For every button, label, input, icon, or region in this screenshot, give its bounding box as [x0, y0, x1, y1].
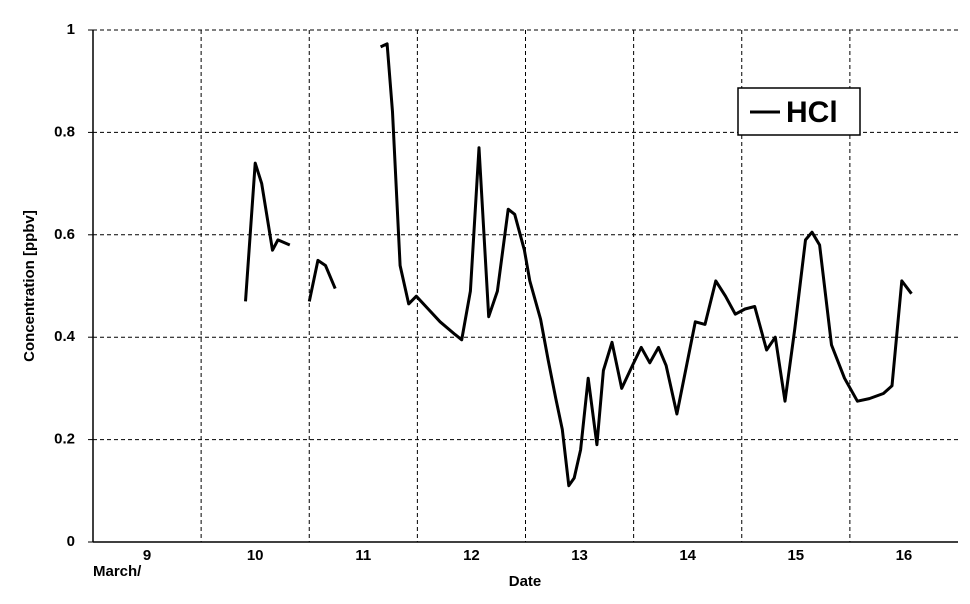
data-line: [244, 42, 913, 488]
legend-label: HCl: [786, 96, 838, 129]
y-tick-label: 1: [67, 21, 75, 38]
x-tick-label: 16: [896, 547, 913, 564]
x-tick-label: 15: [787, 547, 804, 564]
x-tick-label: 14: [679, 547, 696, 564]
y-tick-label: 0.2: [54, 431, 75, 448]
x-tick-label: 10: [247, 547, 264, 564]
x-axis-note: March/: [93, 563, 142, 580]
y-tick-label: 0.6: [54, 226, 75, 243]
y-tick-label: 0: [67, 533, 75, 550]
y-tick-label: 0.4: [54, 328, 76, 345]
x-tick-label: 13: [571, 547, 588, 564]
y-tick-label: 0.8: [54, 123, 75, 140]
x-tick-label: 12: [463, 547, 480, 564]
y-axis-title: Concentration [ppbv]: [21, 210, 38, 362]
x-tick-label: 11: [355, 547, 371, 564]
x-axis-title: Date: [509, 573, 542, 590]
x-tick-label: 9: [143, 547, 151, 564]
